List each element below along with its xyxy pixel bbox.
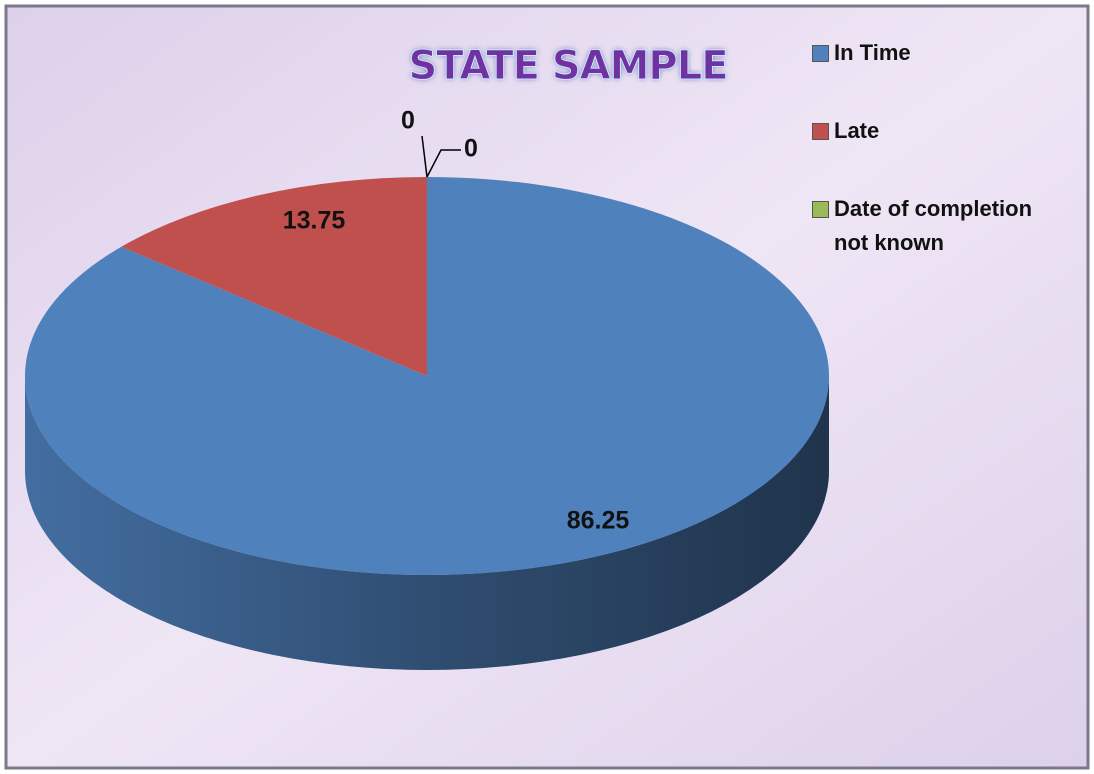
- legend-label: In Time: [834, 40, 911, 65]
- data-label: 13.75: [283, 207, 346, 235]
- leader-line: [421, 135, 428, 178]
- data-label: 86.25: [567, 507, 630, 535]
- legend: In Time Late Date of completion not known: [812, 36, 1082, 304]
- leader-line: [426, 149, 461, 178]
- data-label: 0: [401, 107, 415, 135]
- legend-swatch: [812, 45, 829, 62]
- pie-side-shade: [25, 376, 829, 670]
- legend-label: Late: [834, 118, 880, 143]
- legend-item: Date of completion not known: [812, 192, 1082, 260]
- legend-item: In Time: [812, 36, 1082, 70]
- pie-slice: [24, 177, 829, 576]
- legend-swatch: [812, 123, 829, 140]
- legend-label: Date of completion not known: [834, 196, 1033, 255]
- legend-item: Late: [812, 114, 1082, 148]
- pie-slice: [121, 177, 427, 376]
- legend-swatch: [812, 201, 829, 218]
- data-label: 0: [464, 135, 478, 163]
- chart-title: STATE SAMPLE: [408, 43, 727, 89]
